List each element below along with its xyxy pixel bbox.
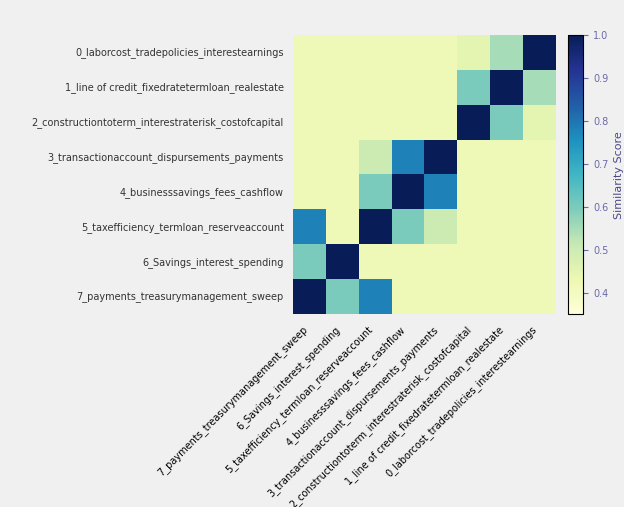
Text: 1_line of credit_fixedratetermloan_realestate: 1_line of credit_fixedratetermloan_reale… (65, 82, 284, 93)
Text: 7_payments_treasurymanagement_sweep: 7_payments_treasurymanagement_sweep (77, 292, 284, 302)
Text: 0_laborcost_tradepolicies_interestearnings: 0_laborcost_tradepolicies_interestearnin… (76, 48, 284, 58)
Text: 5_taxefficiency_termloan_reserveaccount: 5_taxefficiency_termloan_reserveaccount (81, 222, 284, 233)
Text: 6_Savings_interest_spending: 6_Savings_interest_spending (142, 257, 284, 268)
Text: 3_transactionaccount_dispursements_payments: 3_transactionaccount_dispursements_payme… (47, 152, 284, 163)
Text: 2_constructiontoterm_interestraterisk_costofcapital: 2_constructiontoterm_interestraterisk_co… (32, 117, 284, 128)
Text: 4_businesssavings_fees_cashflow: 4_businesssavings_fees_cashflow (120, 187, 284, 198)
Y-axis label: Similarity Score: Similarity Score (614, 131, 624, 219)
